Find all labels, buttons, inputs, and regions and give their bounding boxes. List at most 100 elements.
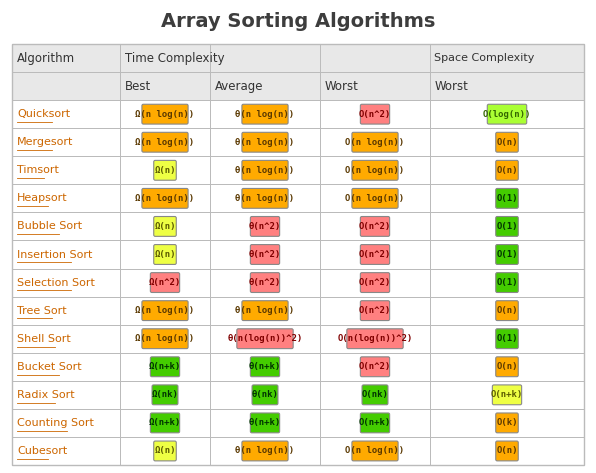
FancyBboxPatch shape	[142, 132, 188, 152]
Bar	[320, 72, 430, 100]
Bar	[320, 381, 430, 409]
Text: Average: Average	[215, 79, 263, 93]
FancyBboxPatch shape	[250, 245, 280, 264]
Bar	[210, 240, 320, 269]
Text: O(n): O(n)	[496, 138, 518, 147]
FancyBboxPatch shape	[496, 413, 519, 433]
Text: θ(nk): θ(nk)	[252, 390, 278, 399]
Bar	[430, 184, 584, 212]
Text: θ(n+k): θ(n+k)	[249, 362, 281, 371]
Bar	[320, 212, 430, 240]
Bar	[320, 184, 430, 212]
FancyBboxPatch shape	[154, 245, 176, 264]
FancyBboxPatch shape	[242, 104, 288, 124]
Bar	[120, 240, 210, 269]
FancyBboxPatch shape	[347, 329, 403, 349]
Bar	[12, 72, 120, 100]
Bar	[430, 409, 584, 437]
Text: O(n+k): O(n+k)	[491, 390, 523, 399]
Bar	[12, 44, 584, 465]
Text: Timsort: Timsort	[17, 165, 59, 175]
Text: Best: Best	[125, 79, 151, 93]
Bar	[210, 297, 320, 324]
FancyBboxPatch shape	[142, 188, 188, 208]
Text: O(n log(n)): O(n log(n))	[346, 166, 405, 175]
Bar	[320, 269, 430, 297]
Bar	[120, 269, 210, 297]
FancyBboxPatch shape	[488, 104, 527, 124]
FancyBboxPatch shape	[242, 188, 288, 208]
Text: θ(n log(n)): θ(n log(n))	[235, 166, 294, 175]
Bar	[12, 353, 120, 381]
Text: Space Complexity: Space Complexity	[434, 53, 535, 63]
Bar	[430, 100, 584, 128]
FancyBboxPatch shape	[496, 301, 519, 321]
FancyBboxPatch shape	[492, 385, 522, 405]
Bar	[12, 297, 120, 324]
Text: O(n log(n)): O(n log(n))	[346, 138, 405, 147]
FancyBboxPatch shape	[361, 301, 390, 321]
Bar	[12, 156, 120, 184]
Text: O(n^2): O(n^2)	[359, 278, 391, 287]
Bar	[430, 156, 584, 184]
Bar	[12, 324, 120, 353]
Text: O(n^2): O(n^2)	[359, 250, 391, 259]
Text: Cubesort: Cubesort	[17, 446, 67, 456]
Bar	[210, 437, 320, 465]
Text: θ(n log(n)): θ(n log(n))	[235, 194, 294, 203]
Bar	[430, 324, 584, 353]
FancyBboxPatch shape	[154, 160, 176, 180]
Text: O(1): O(1)	[496, 278, 518, 287]
Bar	[120, 44, 430, 72]
Text: Counting Sort: Counting Sort	[17, 418, 94, 428]
FancyBboxPatch shape	[154, 441, 176, 461]
Bar	[12, 100, 120, 128]
FancyBboxPatch shape	[352, 188, 398, 208]
Text: Worst: Worst	[325, 79, 359, 93]
FancyBboxPatch shape	[496, 272, 519, 292]
Text: Ω(n log(n)): Ω(n log(n))	[135, 110, 194, 119]
Bar	[320, 409, 430, 437]
Text: Time Complexity: Time Complexity	[125, 52, 225, 64]
Text: Ω(n): Ω(n)	[154, 222, 176, 231]
Text: O(1): O(1)	[496, 250, 518, 259]
Bar	[120, 437, 210, 465]
FancyBboxPatch shape	[242, 160, 288, 180]
Text: Quicksort: Quicksort	[17, 109, 70, 119]
FancyBboxPatch shape	[496, 441, 519, 461]
FancyBboxPatch shape	[242, 301, 288, 321]
Bar	[210, 128, 320, 156]
FancyBboxPatch shape	[252, 385, 278, 405]
Text: Ω(n): Ω(n)	[154, 447, 176, 455]
FancyBboxPatch shape	[362, 385, 388, 405]
FancyBboxPatch shape	[150, 413, 179, 433]
Text: O(n log(n)): O(n log(n))	[346, 194, 405, 203]
Bar	[210, 156, 320, 184]
FancyBboxPatch shape	[237, 329, 293, 349]
Bar	[120, 128, 210, 156]
Text: Mergesort: Mergesort	[17, 137, 73, 147]
Text: O(n^2): O(n^2)	[359, 222, 391, 231]
Bar	[12, 437, 120, 465]
Text: O(n+k): O(n+k)	[359, 419, 391, 428]
FancyBboxPatch shape	[152, 385, 178, 405]
Bar	[210, 100, 320, 128]
Text: O(n): O(n)	[496, 447, 518, 455]
Bar	[12, 44, 120, 72]
Bar	[210, 353, 320, 381]
Text: O(log(n)): O(log(n))	[483, 110, 531, 119]
Bar	[120, 297, 210, 324]
Text: θ(n^2): θ(n^2)	[249, 250, 281, 259]
Bar	[120, 100, 210, 128]
FancyBboxPatch shape	[250, 413, 280, 433]
Text: Ω(n log(n)): Ω(n log(n))	[135, 194, 194, 203]
Text: Tree Sort: Tree Sort	[17, 306, 67, 315]
Text: O(k): O(k)	[496, 419, 518, 428]
Text: θ(n log(n)): θ(n log(n))	[235, 138, 294, 147]
Text: Selection Sort: Selection Sort	[17, 278, 95, 288]
Bar	[120, 353, 210, 381]
Bar	[12, 184, 120, 212]
Text: Ω(n^2): Ω(n^2)	[149, 278, 181, 287]
Bar	[430, 353, 584, 381]
FancyBboxPatch shape	[361, 413, 390, 433]
